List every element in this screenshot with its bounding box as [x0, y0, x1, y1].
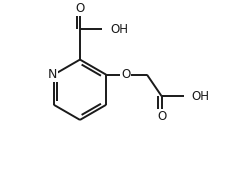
Text: O: O: [120, 68, 130, 81]
Text: N: N: [47, 68, 57, 81]
Text: O: O: [75, 2, 84, 15]
Text: OH: OH: [110, 23, 128, 36]
Text: O: O: [156, 110, 166, 123]
Text: OH: OH: [191, 90, 209, 103]
